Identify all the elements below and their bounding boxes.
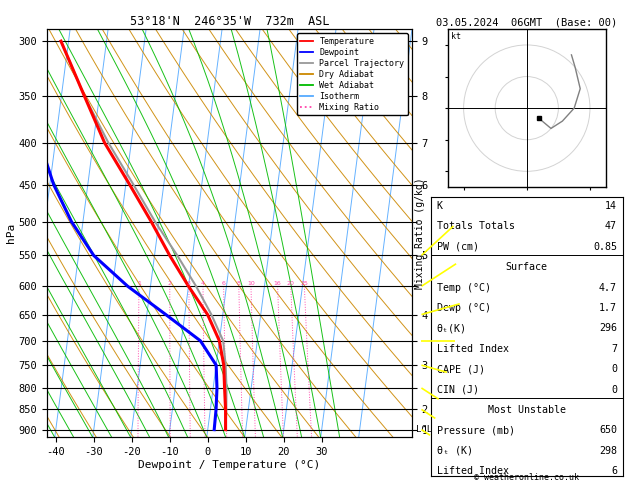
Text: Lifted Index: Lifted Index: [437, 466, 509, 476]
Text: Mixing Ratio (g/kg): Mixing Ratio (g/kg): [415, 177, 425, 289]
Text: 47: 47: [605, 222, 617, 231]
Title: 53°18'N  246°35'W  732m  ASL: 53°18'N 246°35'W 732m ASL: [130, 15, 330, 28]
Text: 3: 3: [187, 281, 191, 286]
Text: LCL: LCL: [416, 425, 432, 434]
Text: kt: kt: [451, 32, 461, 41]
Text: 650: 650: [599, 425, 617, 435]
Legend: Temperature, Dewpoint, Parcel Trajectory, Dry Adiabat, Wet Adiabat, Isotherm, Mi: Temperature, Dewpoint, Parcel Trajectory…: [297, 34, 408, 116]
Text: 4.7: 4.7: [599, 283, 617, 293]
Text: Surface: Surface: [506, 262, 548, 272]
Text: Lifted Index: Lifted Index: [437, 344, 509, 354]
Text: 1.7: 1.7: [599, 303, 617, 313]
Text: CIN (J): CIN (J): [437, 384, 479, 395]
Text: Totals Totals: Totals Totals: [437, 222, 515, 231]
Text: K: K: [437, 201, 443, 211]
Text: 7: 7: [611, 344, 617, 354]
Text: PW (cm): PW (cm): [437, 242, 479, 252]
Text: θₜ(K): θₜ(K): [437, 323, 467, 333]
Text: 16: 16: [274, 281, 282, 286]
Text: 10: 10: [247, 281, 255, 286]
Text: 4: 4: [201, 281, 205, 286]
Text: 2: 2: [168, 281, 172, 286]
Text: Pressure (mb): Pressure (mb): [437, 425, 515, 435]
Text: CAPE (J): CAPE (J): [437, 364, 484, 374]
Text: 0: 0: [611, 364, 617, 374]
Text: 0.85: 0.85: [593, 242, 617, 252]
Text: 0: 0: [611, 384, 617, 395]
Text: 298: 298: [599, 446, 617, 456]
Text: 6: 6: [611, 466, 617, 476]
Text: θₜ (K): θₜ (K): [437, 446, 472, 456]
Text: 20: 20: [287, 281, 295, 286]
Text: Most Unstable: Most Unstable: [487, 405, 566, 415]
Text: Temp (°C): Temp (°C): [437, 283, 491, 293]
Text: Dewp (°C): Dewp (°C): [437, 303, 491, 313]
Text: © weatheronline.co.uk: © weatheronline.co.uk: [474, 473, 579, 482]
Text: 03.05.2024  06GMT  (Base: 00): 03.05.2024 06GMT (Base: 00): [436, 17, 618, 27]
Y-axis label: km
ASL: km ASL: [438, 233, 456, 255]
Text: 14: 14: [605, 201, 617, 211]
Text: 8: 8: [237, 281, 241, 286]
Text: 25: 25: [301, 281, 308, 286]
X-axis label: Dewpoint / Temperature (°C): Dewpoint / Temperature (°C): [138, 460, 321, 470]
Text: 1: 1: [137, 281, 141, 286]
Y-axis label: hPa: hPa: [6, 223, 16, 243]
Text: 6: 6: [221, 281, 226, 286]
Text: 296: 296: [599, 323, 617, 333]
